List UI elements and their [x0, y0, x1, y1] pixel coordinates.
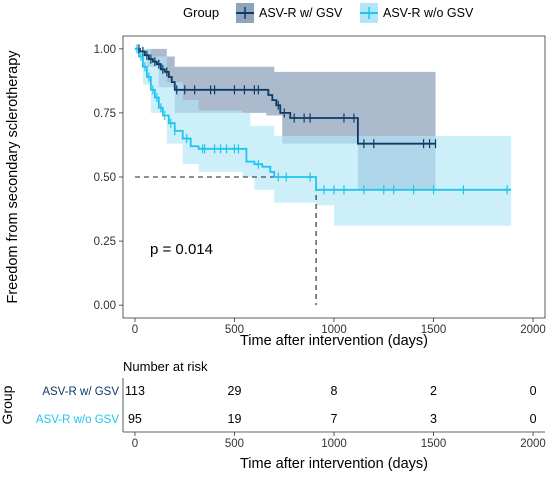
risk-cell-1-2: 29 — [228, 384, 242, 398]
risk-cell-2-3: 7 — [331, 412, 338, 426]
survival-curve-2 — [134, 47, 512, 191]
confidence-bands — [134, 48, 512, 226]
legend-label-2: ASV-R w/o GSV — [383, 6, 474, 20]
x-tick-label-2: 500 — [225, 324, 244, 336]
y-tick-label-3: 0.50 — [94, 172, 116, 184]
x-axis: 0 500 1000 1500 2000 — [132, 318, 546, 336]
risk-row-label-1: ASV-R w/ GSV — [42, 386, 119, 398]
risk-table-x-axis-label: Time after intervention (days) — [240, 456, 428, 472]
risk-cell-1-3: 8 — [331, 384, 338, 398]
censor-marks — [136, 44, 508, 195]
survival-curves — [134, 47, 512, 191]
km-plot: 0.00 0.25 0.50 0.75 1.00 0 500 1000 1500 2000 p … — [5, 35, 546, 349]
risk-cell-2-5: 0 — [530, 412, 537, 426]
risk-row-label-2: ASV-R w/o GSV — [36, 414, 119, 426]
risk-table-row-labels: ASV-R w/ GSV ASV-R w/o GSV — [36, 386, 119, 426]
risk-cell-1-4: 2 — [430, 384, 437, 398]
risk-x-tick-label-4: 1500 — [421, 438, 447, 450]
x-tick-label-5: 2000 — [520, 324, 546, 336]
x-tick-label-4: 1500 — [421, 324, 447, 336]
risk-x-tick-label-1: 0 — [132, 438, 138, 450]
p-value-annotation: p = 0.014 — [150, 241, 213, 258]
risk-table-group-label: Group — [0, 385, 15, 424]
x-tick-label-1: 0 — [132, 324, 138, 336]
legend-label-1: ASV-R w/ GSV — [259, 6, 343, 20]
risk-x-tick-label-3: 1000 — [321, 438, 347, 450]
risk-table-cells: 113 29 8 2 0 95 19 7 3 0 — [125, 384, 537, 426]
x-axis-label: Time after intervention (days) — [240, 333, 428, 349]
y-tick-label-4: 0.75 — [94, 108, 116, 120]
risk-cell-1-1: 113 — [125, 384, 145, 398]
risk-cell-2-2: 19 — [228, 412, 242, 426]
legend-key-2 — [360, 3, 378, 23]
y-tick-label-5: 1.00 — [94, 44, 116, 56]
y-tick-label-1: 0.00 — [94, 300, 116, 312]
risk-x-tick-label-2: 500 — [225, 438, 244, 450]
confidence-band-2 — [134, 48, 512, 226]
y-tick-label-2: 0.25 — [94, 236, 116, 248]
y-axis-label: Freedom from secondary sclerotherapy — [5, 50, 21, 304]
risk-table-x-ticks: 0 500 1000 1500 2000 — [132, 432, 546, 450]
y-axis: 0.00 0.25 0.50 0.75 1.00 — [94, 44, 123, 312]
survival-curve-1 — [134, 47, 436, 145]
risk-table: Number at risk 113 29 8 2 0 95 19 7 3 0 ASV-R w/ … — [0, 359, 546, 472]
legend: Group ASV-R w/ GSV ASV-R w/o GSV — [183, 3, 474, 23]
legend-title: Group — [183, 5, 219, 20]
risk-cell-2-4: 3 — [430, 412, 437, 426]
median-lines — [134, 176, 317, 306]
risk-cell-1-5: 0 — [530, 384, 537, 398]
risk-cell-2-1: 95 — [128, 412, 142, 426]
risk-x-tick-label-5: 2000 — [520, 438, 546, 450]
risk-table-title: Number at risk — [123, 359, 208, 374]
x-tick-label-3: 1000 — [321, 324, 347, 336]
legend-key-1 — [236, 3, 254, 23]
